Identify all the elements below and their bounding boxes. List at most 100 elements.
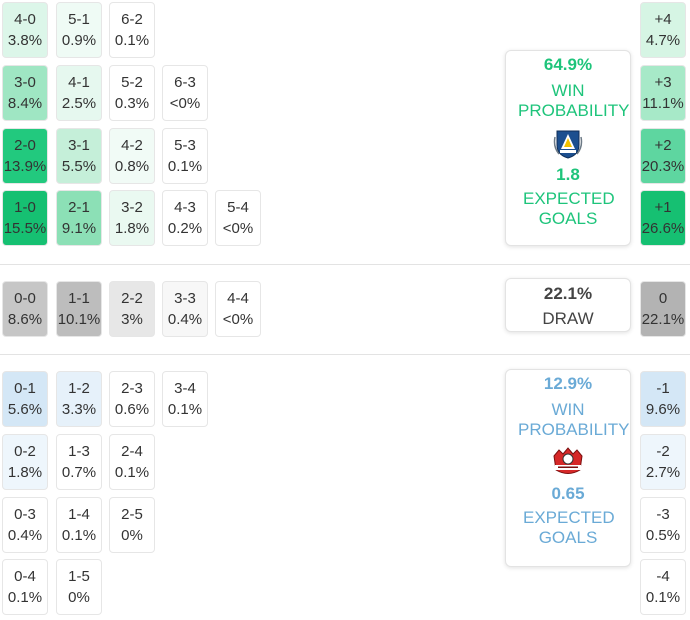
score-probability: 0.9% — [61, 32, 97, 49]
score-label: 3-0 — [14, 74, 36, 91]
score-probability: 0.2% — [167, 220, 203, 237]
score-probability: 0.6% — [114, 401, 150, 418]
score-label: 2-3 — [121, 380, 143, 397]
score-cell: 3-2 1.8% — [109, 190, 155, 246]
score-cell: 1-1 10.1% — [56, 281, 102, 337]
margin-cell: -2 2.7% — [640, 434, 686, 490]
score-cell: 2-2 3% — [109, 281, 155, 337]
score-cell: 1-4 0.1% — [56, 497, 102, 553]
away-win-probability: 12.9% — [543, 374, 593, 393]
score-label: 3-4 — [174, 380, 196, 397]
score-probability: 0% — [121, 527, 143, 544]
away-expected-goals: 0.65 — [551, 484, 585, 503]
score-probability: 3% — [121, 311, 143, 328]
margin-probability: 9.6% — [645, 401, 681, 418]
score-cell: 3-0 8.4% — [2, 65, 48, 121]
margin-cell: -3 0.5% — [640, 497, 686, 553]
margin-probability: 2.7% — [645, 464, 681, 481]
home-xg-label: EXPECTED GOALS — [523, 189, 615, 228]
score-cell: 2-4 0.1% — [109, 434, 155, 490]
score-cell: 4-2 0.8% — [109, 128, 155, 184]
margin-label: -2 — [656, 443, 670, 460]
score-cell: 5-1 0.9% — [56, 2, 102, 58]
draw-label: DRAW — [542, 309, 594, 328]
score-label: 5-3 — [174, 137, 196, 154]
score-cell: 5-4 <0% — [215, 190, 261, 246]
score-cell: 0-2 1.8% — [2, 434, 48, 490]
draw-probability: 22.1% — [543, 284, 593, 303]
score-cell: 0-0 8.6% — [2, 281, 48, 337]
montana-crest-icon — [506, 446, 630, 478]
score-cell: 0-1 5.6% — [2, 371, 48, 427]
draw-card: 22.1% DRAW — [505, 278, 631, 332]
score-label: 5-4 — [227, 199, 249, 216]
score-probability: 0.3% — [114, 95, 150, 112]
score-label: 4-1 — [68, 74, 90, 91]
score-label: 0-0 — [14, 290, 36, 307]
score-label: 2-1 — [68, 199, 90, 216]
score-label: 1-2 — [68, 380, 90, 397]
score-label: 2-0 — [14, 137, 36, 154]
score-probability: 1.8% — [7, 464, 43, 481]
score-label: 2-2 — [121, 290, 143, 307]
score-probability: 8.6% — [7, 311, 43, 328]
score-label: 0-4 — [14, 568, 36, 585]
score-cell: 5-2 0.3% — [109, 65, 155, 121]
margin-label: -1 — [656, 380, 670, 397]
margin-probability: 4.7% — [645, 32, 681, 49]
margin-label: +3 — [654, 74, 672, 91]
score-cell: 1-2 3.3% — [56, 371, 102, 427]
score-label: 4-3 — [174, 199, 196, 216]
score-probability: 0.1% — [61, 527, 97, 544]
score-cell: 2-5 0% — [109, 497, 155, 553]
margin-label: -4 — [656, 568, 670, 585]
margin-cell: -4 0.1% — [640, 559, 686, 615]
score-probability: 0.1% — [167, 158, 203, 175]
score-probability: 0.4% — [167, 311, 203, 328]
score-probability: 0.1% — [167, 401, 203, 418]
margin-probability: 0.1% — [645, 589, 681, 606]
score-label: 1-1 — [68, 290, 90, 307]
margin-probability: 0.5% — [645, 527, 681, 544]
score-cell: 4-0 3.8% — [2, 2, 48, 58]
section-divider — [0, 264, 690, 265]
score-probability: 0.1% — [114, 32, 150, 49]
score-probability: 5.5% — [61, 158, 97, 175]
section-divider — [0, 354, 690, 355]
score-probability: 0.1% — [7, 589, 43, 606]
score-label: 3-3 — [174, 290, 196, 307]
home-win-probability: 64.9% — [543, 55, 593, 74]
score-label: 1-4 — [68, 506, 90, 523]
score-probability: 10.1% — [57, 311, 101, 328]
score-cell: 1-3 0.7% — [56, 434, 102, 490]
margin-probability: 20.3% — [641, 158, 685, 175]
score-label: 2-4 — [121, 443, 143, 460]
score-cell: 1-5 0% — [56, 559, 102, 615]
away-xg-label: EXPECTED GOALS — [523, 508, 615, 547]
score-label: 4-4 — [227, 290, 249, 307]
score-label: 1-5 — [68, 568, 90, 585]
score-probability: 5.6% — [7, 401, 43, 418]
score-probability: 0.8% — [114, 158, 150, 175]
score-label: 0-1 — [14, 380, 36, 397]
score-cell: 3-1 5.5% — [56, 128, 102, 184]
score-cell: 2-0 13.9% — [2, 128, 48, 184]
home-win-card: 64.9% WIN PROBABILITY 1.8 EXPECTED GOALS — [505, 50, 631, 246]
margin-cell: +1 26.6% — [640, 190, 686, 246]
score-probability: 2.5% — [61, 95, 97, 112]
score-probability: 15.5% — [3, 220, 47, 237]
margin-cell: +4 4.7% — [640, 2, 686, 58]
score-cell: 2-3 0.6% — [109, 371, 155, 427]
away-win-card: 12.9% WIN PROBABILITY 0.65 EXPECTED GOAL… — [505, 369, 631, 567]
away-win-label: WIN PROBABILITY — [518, 400, 630, 439]
margin-probability: 11.1% — [642, 95, 684, 112]
margin-cell: 0 22.1% — [640, 281, 686, 337]
home-win-label: WIN PROBABILITY — [518, 81, 630, 120]
score-probability: 3.8% — [7, 32, 43, 49]
score-probability: <0% — [222, 220, 254, 237]
margin-cell: -1 9.6% — [640, 371, 686, 427]
levski-crest-icon — [506, 127, 630, 159]
margin-cell: +3 11.1% — [640, 65, 686, 121]
score-label: 5-1 — [68, 11, 90, 28]
home-expected-goals: 1.8 — [556, 165, 580, 184]
